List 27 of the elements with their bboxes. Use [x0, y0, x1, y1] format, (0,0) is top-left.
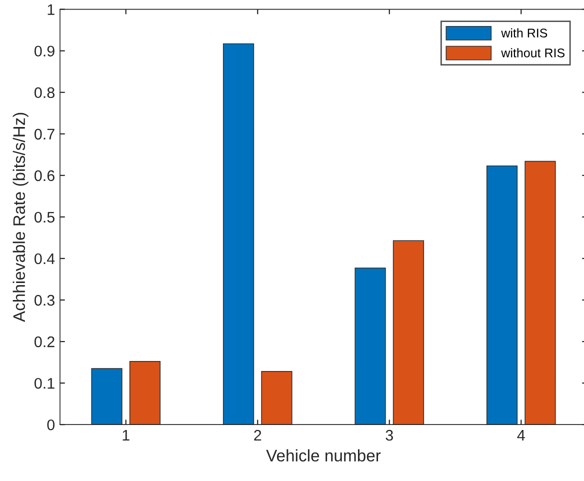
- bar: [392, 240, 424, 425]
- y-tick-label: 0.2: [34, 336, 54, 348]
- y-tick-label: 0.9: [34, 46, 54, 57]
- bar: [524, 160, 556, 425]
- y-tick-label: 1: [48, 4, 54, 15]
- y-tick-label: 0.6: [34, 170, 54, 182]
- bar: [222, 43, 254, 425]
- y-tick-label: 0.5: [34, 212, 54, 223]
- legend-label: with RIS: [501, 28, 548, 38]
- y-tick-label: 0.4: [34, 253, 55, 264]
- legend-label: without RIS: [501, 48, 565, 58]
- x-tick-label: 1: [122, 430, 130, 441]
- bar: [354, 268, 386, 425]
- x-tick-label: 2: [254, 430, 262, 441]
- bar: [261, 371, 292, 425]
- x-axis-title: Vehicle number: [266, 449, 381, 462]
- bar: [486, 165, 518, 425]
- y-tick-label: 0.1: [34, 378, 54, 389]
- y-axis-title: Achhievable Rate (bits/s/Hz): [12, 112, 28, 322]
- y-tick-label: 0.7: [34, 128, 54, 140]
- x-tick-label: 3: [386, 430, 393, 441]
- y-tick-label: 0.8: [34, 87, 54, 98]
- bar: [91, 368, 122, 425]
- x-tick-label: 4: [517, 430, 525, 441]
- bar: [129, 361, 161, 425]
- y-tick-label: 0.3: [34, 294, 54, 306]
- y-tick-label: 0: [47, 419, 55, 430]
